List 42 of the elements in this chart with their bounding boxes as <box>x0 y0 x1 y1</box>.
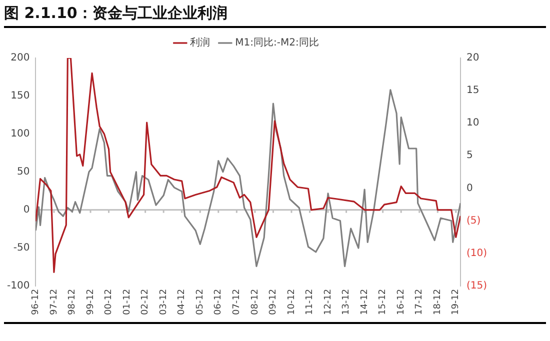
x-tick-label: 06-12 <box>214 288 224 316</box>
chart-title: 图 2.1.10：资金与工业企业利润 <box>3 3 228 24</box>
x-tick-label: 99-12 <box>86 288 96 316</box>
y2-tick-label: 0 <box>466 182 473 194</box>
x-tick-label: 00-12 <box>104 288 114 316</box>
y2-tick-label: (5) <box>466 215 481 226</box>
y-tick-label: -100 <box>6 280 30 292</box>
x-tick-label: 17-12 <box>414 288 425 316</box>
y2-tick-label: 20 <box>466 52 480 64</box>
x-tick-label: 04-12 <box>177 288 188 316</box>
y-tick-label: -50 <box>13 242 30 254</box>
y-tick-label: 50 <box>16 166 30 178</box>
y2-tick-label: (10) <box>466 248 488 259</box>
x-tick-label: 14-12 <box>360 288 370 316</box>
y2-tick-label: 15 <box>466 85 480 96</box>
x-tick-label: 05-12 <box>195 288 206 316</box>
x-tick-label: 01-12 <box>122 288 132 316</box>
x-tick-label: 02-12 <box>140 288 151 316</box>
x-tick-label: 11-12 <box>305 288 316 316</box>
x-tick-label: 18-12 <box>432 288 443 316</box>
x-tick-label: 07-12 <box>232 288 242 316</box>
y2-tick-label: 5 <box>466 150 473 162</box>
y-tick-label: 150 <box>10 90 30 102</box>
x-tick-label: 12-12 <box>323 288 334 316</box>
x-tick-label: 08-12 <box>250 288 260 316</box>
x-tick-label: 10-12 <box>286 288 297 316</box>
x-tick-label: 03-12 <box>158 288 169 316</box>
y2-tick-label: (15) <box>466 280 488 292</box>
x-tick-label: 13-12 <box>342 288 352 316</box>
y2-tick-label: 10 <box>466 118 480 129</box>
legend-label: 利润 <box>190 36 210 49</box>
y-tick-label: 200 <box>10 52 30 64</box>
x-tick-label: 16-12 <box>396 288 406 316</box>
y-tick-label: 0 <box>23 204 30 216</box>
x-tick-label: 09-12 <box>268 288 279 316</box>
x-tick-label: 98-12 <box>68 288 78 316</box>
y-tick-label: 100 <box>10 128 30 140</box>
x-tick-label: 97-12 <box>49 288 60 316</box>
x-tick-label: 15-12 <box>378 288 388 316</box>
x-tick-label: 19-12 <box>451 288 462 316</box>
legend-label: M1:同比:-M2:同比 <box>235 36 319 49</box>
x-tick-label: 96-12 <box>31 288 42 316</box>
